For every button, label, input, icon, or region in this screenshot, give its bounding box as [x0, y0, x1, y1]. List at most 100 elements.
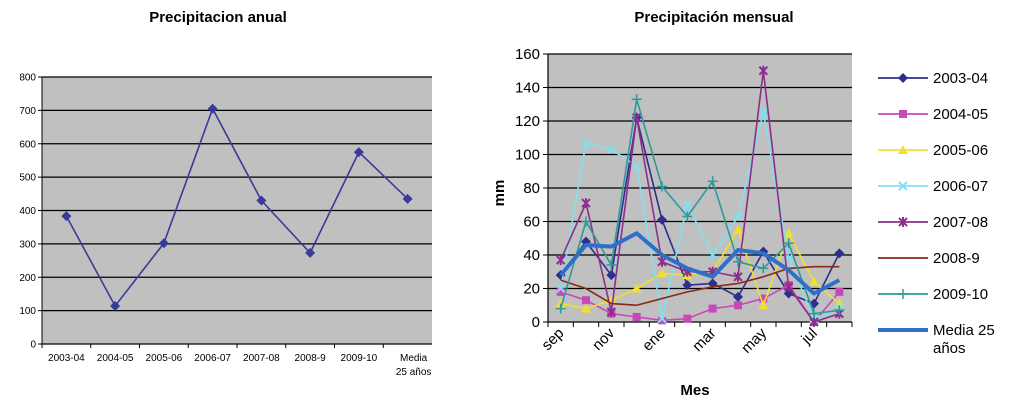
data-point — [581, 138, 591, 148]
y-tick-label: 200 — [19, 273, 36, 284]
data-point — [632, 312, 641, 321]
data-point — [809, 276, 819, 286]
legend-label: 2005-06 — [933, 142, 988, 159]
series-6 — [555, 94, 845, 319]
data-point — [733, 211, 743, 222]
data-point — [657, 268, 667, 278]
x-tick-label: 2006-07 — [194, 353, 231, 364]
data-point — [783, 228, 794, 238]
chart-title-monthly: Precipitación mensual — [634, 9, 793, 26]
y-tick-label: 100 — [515, 147, 540, 164]
legend-label: 2003-04 — [933, 70, 988, 87]
legend-item: 2007-08 — [878, 214, 988, 231]
data-point — [631, 94, 642, 105]
legend-label: 2008-9 — [933, 250, 980, 267]
x-tick-label: 2007-08 — [243, 353, 280, 364]
data-point — [734, 301, 742, 310]
data-point — [758, 300, 769, 310]
data-point — [657, 256, 667, 267]
y-tick-label: 100 — [19, 306, 36, 317]
y-tick-label: 140 — [515, 80, 540, 97]
chart-title-annual: Precipitacion anual — [149, 9, 287, 26]
data-point — [555, 303, 566, 314]
data-point — [631, 161, 642, 171]
data-point — [207, 103, 218, 114]
data-point — [353, 147, 364, 158]
series-7 — [559, 231, 841, 296]
data-point — [707, 176, 718, 187]
y-tick-label: 0 — [30, 340, 36, 351]
data-point — [402, 193, 413, 204]
legend-label: 2006-07 — [933, 178, 988, 195]
x-tick-label: jul — [797, 325, 820, 348]
data-point — [783, 281, 794, 292]
legend-label: 2004-05 — [933, 106, 988, 123]
y-tick-label: 80 — [523, 180, 540, 197]
data-point — [256, 195, 267, 206]
x-tick-label: nov — [589, 324, 618, 353]
x-tick-label: 25 años — [396, 367, 432, 378]
legend-marker — [899, 110, 907, 118]
legend-item: 2008-9 — [878, 250, 980, 267]
data-point — [556, 287, 565, 296]
x-tick-label: Media — [400, 353, 428, 364]
x-tick-label: may — [738, 324, 770, 356]
data-point — [657, 313, 667, 324]
x-tick-label: sep — [538, 325, 567, 354]
series-0 — [555, 112, 845, 309]
data-point — [682, 280, 693, 291]
data-point — [657, 214, 667, 225]
legend-label: años — [933, 340, 966, 357]
data-point — [682, 211, 693, 222]
data-point — [809, 317, 819, 327]
legend-item: 2005-06 — [878, 142, 988, 159]
y-tick-label: 700 — [19, 106, 36, 117]
data-point — [758, 263, 769, 274]
y-tick-label: 40 — [523, 247, 540, 264]
x-axis-title: Mes — [680, 382, 709, 398]
data-point — [835, 287, 844, 296]
data-point — [683, 314, 692, 323]
series-line — [559, 98, 840, 315]
data-point — [658, 316, 666, 325]
data-point — [305, 247, 316, 258]
x-tick-label: 2008-9 — [295, 353, 327, 364]
y-tick-label: 60 — [523, 214, 540, 231]
data-point — [733, 271, 743, 282]
data-point — [555, 298, 566, 308]
data-point — [733, 224, 743, 234]
data-point — [631, 283, 642, 293]
legend: 2003-04 2004-05 2005-06 2006-07 2007-08 2008-… — [878, 70, 995, 357]
y-tick-label: 160 — [515, 46, 540, 63]
data-point — [682, 200, 693, 210]
data-point — [707, 250, 718, 260]
x-tick-label: 2003-04 — [48, 353, 85, 364]
data-point — [783, 238, 794, 249]
legend-item: 2003-04 — [878, 70, 988, 87]
y-tick-label: 120 — [515, 113, 540, 130]
x-tick-label: mar — [689, 325, 719, 355]
series-line — [560, 265, 840, 307]
monthly-precipitation-chart: Precipitación mensual 0 20 40 60 80 100 120 140… — [491, 9, 995, 398]
y-tick-label: 400 — [19, 206, 36, 217]
legend-label: 2007-08 — [933, 214, 988, 231]
data-point — [606, 306, 617, 317]
series-line — [560, 116, 841, 305]
data-point — [758, 107, 769, 118]
annual-precipitation-chart: Precipitacion anual 0 100 200 300 400 500 600 7… — [19, 9, 432, 378]
data-point — [759, 294, 768, 303]
legend-marker — [898, 181, 908, 191]
data-point — [581, 303, 591, 313]
data-point — [581, 216, 591, 227]
x-tick-label: 2004-05 — [97, 353, 134, 364]
y-tick-label: 0 — [532, 314, 540, 331]
y-tick-label: 500 — [19, 173, 36, 184]
y-tick-label: 20 — [523, 281, 540, 298]
legend-marker — [898, 289, 908, 299]
series-5 — [560, 265, 840, 307]
legend-label: 2009-10 — [933, 286, 988, 303]
data-point — [555, 255, 566, 266]
data-point — [606, 260, 617, 271]
